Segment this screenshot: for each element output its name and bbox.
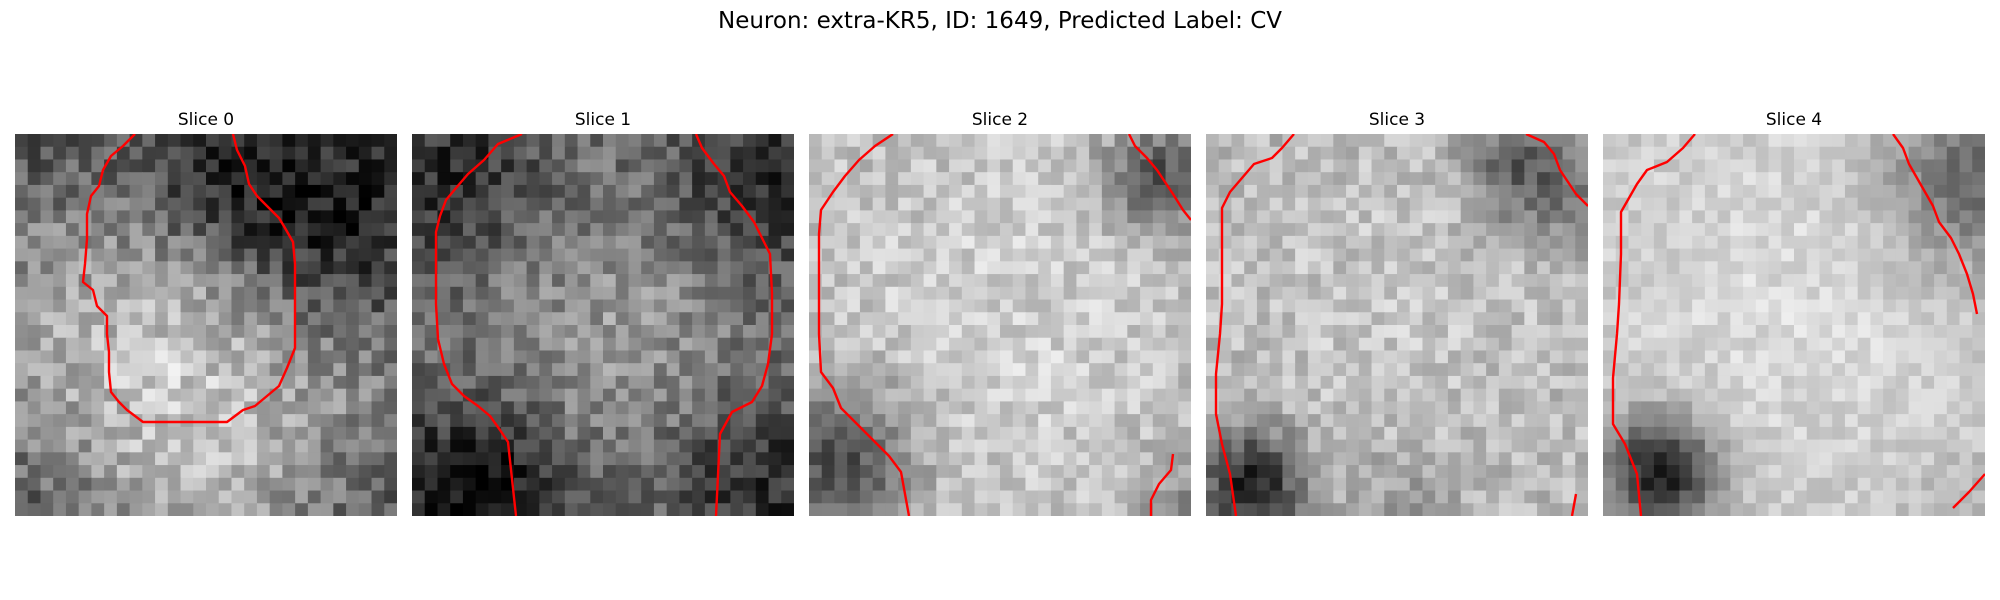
slice-image [1603, 134, 1985, 516]
pixel-grid [1603, 134, 1985, 516]
pixel-grid [1206, 134, 1588, 516]
cell-contour [1127, 134, 1191, 221]
cell-contour [1570, 493, 1578, 516]
slice-title: Slice 0 [177, 110, 235, 130]
pixel-grid [15, 134, 397, 516]
slice-title: Slice 2 [971, 110, 1029, 130]
pixel-grid [809, 134, 1191, 516]
pixel-grid [412, 134, 794, 516]
slice-image [1206, 134, 1588, 516]
slice-image [412, 134, 794, 516]
cell-contour [1952, 473, 1985, 509]
figure-title: Neuron: extra-KR5, ID: 1649, Predicted L… [717, 8, 1283, 34]
cell-contour [1611, 134, 1696, 516]
slice-image [809, 134, 1191, 516]
slice-title: Slice 1 [574, 110, 632, 130]
cell-contour [694, 134, 774, 516]
slice-image [15, 134, 397, 516]
slice-title: Slice 3 [1368, 110, 1426, 130]
cell-contour [817, 134, 911, 516]
cell-contour [434, 134, 523, 516]
cell-contour [81, 134, 297, 424]
slice-title: Slice 4 [1765, 110, 1823, 130]
cell-contour [1892, 134, 1979, 315]
cell-contour [1214, 134, 1295, 516]
cell-contour [1149, 453, 1175, 516]
cell-contour [1525, 134, 1588, 207]
